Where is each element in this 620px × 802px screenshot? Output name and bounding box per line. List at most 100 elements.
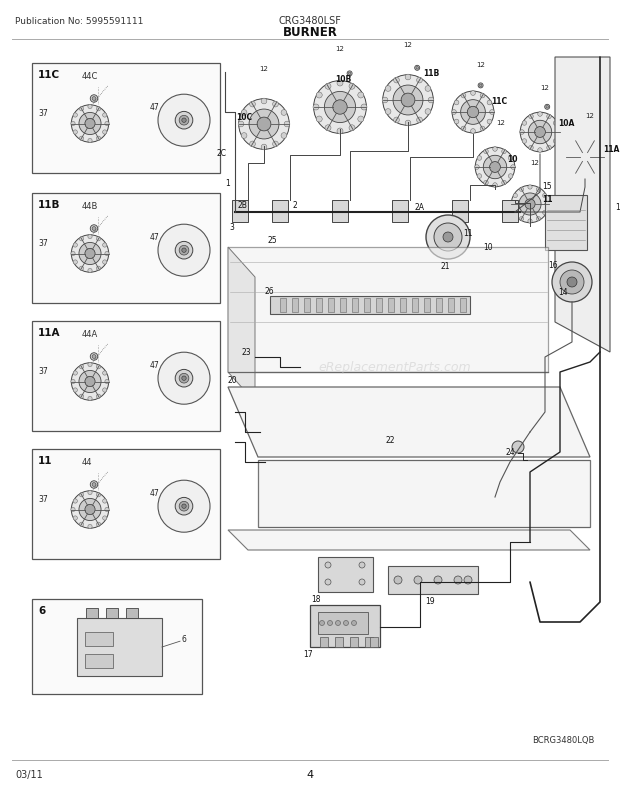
Circle shape — [92, 227, 96, 231]
FancyBboxPatch shape — [392, 200, 408, 223]
Circle shape — [85, 504, 95, 515]
Circle shape — [480, 94, 485, 99]
FancyBboxPatch shape — [370, 638, 378, 647]
Circle shape — [520, 113, 560, 152]
Text: 21: 21 — [440, 261, 450, 270]
Circle shape — [502, 150, 507, 155]
Circle shape — [158, 353, 210, 405]
Circle shape — [511, 203, 515, 207]
Circle shape — [325, 579, 331, 585]
Text: 25: 25 — [268, 236, 278, 245]
FancyBboxPatch shape — [376, 298, 382, 313]
Text: eReplacementParts.com: eReplacementParts.com — [319, 361, 471, 374]
Circle shape — [105, 508, 109, 512]
Circle shape — [79, 267, 84, 271]
Circle shape — [319, 621, 324, 626]
Circle shape — [512, 186, 549, 224]
Text: 37: 37 — [38, 367, 48, 375]
Circle shape — [257, 118, 271, 132]
Circle shape — [96, 365, 100, 370]
FancyBboxPatch shape — [126, 608, 138, 618]
Text: 6: 6 — [38, 606, 45, 615]
Circle shape — [487, 120, 492, 125]
Circle shape — [96, 237, 100, 241]
FancyBboxPatch shape — [460, 298, 466, 313]
Circle shape — [73, 516, 78, 520]
Circle shape — [520, 131, 525, 135]
Circle shape — [261, 145, 267, 151]
FancyBboxPatch shape — [304, 298, 310, 313]
Circle shape — [73, 114, 78, 118]
Text: 11C: 11C — [38, 70, 60, 80]
Circle shape — [325, 84, 331, 90]
Polygon shape — [228, 387, 590, 457]
Circle shape — [105, 252, 109, 257]
Circle shape — [73, 244, 78, 248]
Text: 47: 47 — [150, 233, 160, 242]
Circle shape — [73, 371, 78, 375]
Circle shape — [477, 156, 482, 161]
Circle shape — [343, 621, 348, 626]
Text: 10: 10 — [507, 156, 518, 164]
Circle shape — [182, 504, 186, 508]
Circle shape — [545, 105, 550, 110]
Circle shape — [529, 115, 533, 119]
FancyBboxPatch shape — [365, 638, 373, 647]
Circle shape — [349, 84, 355, 90]
Circle shape — [590, 133, 593, 136]
Circle shape — [105, 380, 109, 384]
Text: 16: 16 — [548, 260, 557, 269]
Circle shape — [91, 225, 98, 233]
Circle shape — [79, 371, 101, 393]
Text: 10C: 10C — [236, 112, 252, 121]
Circle shape — [513, 211, 518, 216]
Circle shape — [522, 140, 526, 144]
Text: 44C: 44C — [82, 72, 99, 81]
Circle shape — [529, 146, 533, 151]
FancyBboxPatch shape — [436, 298, 442, 313]
Circle shape — [71, 508, 75, 512]
Circle shape — [335, 621, 340, 626]
Circle shape — [102, 388, 107, 393]
Circle shape — [71, 236, 108, 273]
Circle shape — [591, 170, 596, 175]
Circle shape — [416, 67, 419, 70]
Circle shape — [327, 621, 332, 626]
FancyBboxPatch shape — [350, 638, 358, 647]
Circle shape — [314, 82, 366, 134]
Text: 10A: 10A — [558, 119, 574, 128]
Circle shape — [88, 105, 92, 110]
FancyBboxPatch shape — [412, 298, 418, 313]
Circle shape — [493, 184, 497, 188]
Circle shape — [91, 354, 98, 361]
Circle shape — [471, 129, 476, 134]
Circle shape — [79, 113, 101, 136]
Circle shape — [534, 128, 546, 138]
Circle shape — [566, 139, 604, 176]
Circle shape — [556, 131, 560, 135]
Text: 12: 12 — [497, 120, 505, 126]
FancyBboxPatch shape — [86, 608, 98, 618]
Text: 11B: 11B — [423, 68, 439, 78]
Polygon shape — [228, 248, 548, 373]
Circle shape — [508, 175, 513, 179]
FancyBboxPatch shape — [232, 200, 248, 223]
Text: 11: 11 — [38, 456, 53, 465]
Circle shape — [361, 105, 367, 111]
Text: 37: 37 — [38, 239, 48, 248]
Circle shape — [443, 233, 453, 243]
Circle shape — [467, 107, 479, 119]
Circle shape — [241, 133, 247, 140]
Circle shape — [454, 120, 459, 125]
Circle shape — [238, 122, 244, 128]
Circle shape — [528, 121, 552, 144]
Circle shape — [553, 140, 558, 144]
Text: 47: 47 — [150, 361, 160, 370]
Circle shape — [471, 91, 476, 96]
Circle shape — [73, 500, 78, 504]
Circle shape — [281, 111, 287, 116]
Text: 12: 12 — [585, 113, 595, 119]
Circle shape — [85, 377, 95, 387]
Text: 44A: 44A — [82, 330, 98, 338]
Circle shape — [461, 94, 466, 99]
